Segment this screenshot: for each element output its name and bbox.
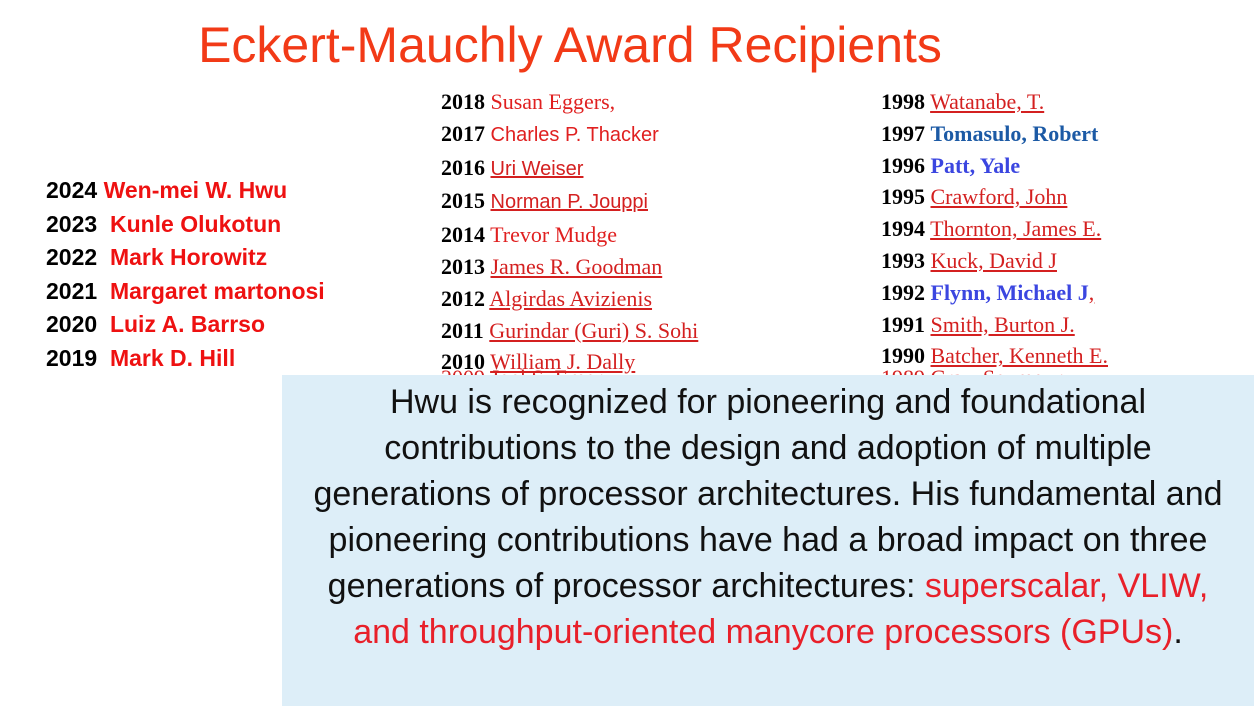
recipient-name: Kunle Olukotun	[109, 210, 282, 237]
year: 2020	[46, 311, 98, 338]
year: 2018	[441, 89, 485, 114]
award-citation-box: Hwu is recognized for pioneering and fou…	[282, 375, 1254, 706]
recipient-suffix: ,	[1088, 279, 1095, 305]
list-item: 1994 Thornton, James E.	[881, 213, 1108, 245]
list-item: 2010 William J. Dally	[441, 346, 698, 378]
recipient-name: Tomasulo, Robert	[930, 120, 1099, 146]
recipient-link[interactable]: Batcher, Kenneth E.	[930, 343, 1109, 369]
recipient-name: Mark Horowitz	[109, 244, 268, 271]
citation-text: Hwu is recognized for pioneering and fou…	[313, 383, 1223, 605]
year: 1994	[881, 216, 925, 242]
list-item: 1991 Smith, Burton J.	[881, 309, 1108, 341]
year: 2011	[441, 317, 484, 343]
list-item: 2015 Norman P. Jouppi	[441, 185, 698, 219]
recipient-name: Trevor Mudge	[490, 222, 618, 248]
list-item: 2013 James R. Goodman	[441, 251, 698, 283]
year: 1990	[881, 343, 925, 369]
recipient-link[interactable]: James R. Goodman	[490, 253, 663, 279]
list-item: 1992 Flynn, Michael J,	[881, 277, 1108, 309]
recipient-link[interactable]: Kuck, David J	[930, 247, 1057, 273]
recipients-list-2010-2018: 2018 Susan Eggers, 2017 Charles P. Thack…	[441, 86, 698, 378]
clipped-entry-left: 2009 Joel S. Emer	[441, 362, 602, 376]
list-item: 2023 Kunle Olukotun	[46, 208, 325, 242]
list-item: 2018 Susan Eggers,	[441, 86, 698, 118]
list-item: 1998 Watanabe, T.	[881, 86, 1108, 118]
recipient-link[interactable]: Watanabe, T.	[930, 89, 1045, 114]
list-item: 2017 Charles P. Thacker	[441, 118, 698, 152]
list-item: 2019 Mark D. Hill	[46, 342, 325, 376]
list-item: 2024 Wen-mei W. Hwu	[46, 174, 325, 208]
page-title: Eckert-Mauchly Award Recipients	[198, 17, 942, 73]
list-item: 1995 Crawford, John	[881, 181, 1108, 213]
year: 2016	[441, 154, 485, 180]
recipient-name: Luiz A. Barrso	[109, 311, 266, 338]
year: 1995	[881, 184, 925, 210]
year: 2024	[46, 177, 98, 203]
year: 2013	[441, 253, 485, 279]
list-item: 1990 Batcher, Kenneth E.	[881, 340, 1108, 372]
recipient-name: Wen-mei W. Hwu	[103, 177, 288, 203]
citation-end: .	[1173, 613, 1183, 651]
recipient-link[interactable]: Thornton, James E.	[930, 216, 1102, 242]
clipped-list-row: 2009 Joel S. Emer 1989 Cray, Seymour	[441, 362, 1181, 376]
recipient-name: Flynn, Michael J	[930, 279, 1089, 305]
year: 1991	[881, 311, 925, 337]
list-item: 2014 Trevor Mudge	[441, 219, 698, 251]
list-item: 2021 Margaret martonosi	[46, 275, 325, 309]
year: 2023	[46, 210, 98, 237]
recipient-name: Susan Eggers,	[490, 89, 616, 114]
year: 2017	[441, 120, 485, 146]
year: 2021	[46, 277, 98, 304]
recipient-link[interactable]: Norman P. Jouppi	[490, 191, 649, 214]
recipients-list-1990-1998: 1998 Watanabe, T. 1997 Tomasulo, Robert …	[881, 86, 1108, 372]
clipped-entry-right: 1989 Cray, Seymour	[881, 362, 1062, 376]
recipient-name: Mark D. Hill	[109, 344, 236, 371]
year: 2010	[441, 349, 485, 375]
year: 1993	[881, 247, 925, 273]
list-item: 2016 Uri Weiser	[441, 152, 698, 186]
recipient-link[interactable]: Gurindar (Guri) S. Sohi	[489, 317, 699, 343]
recipient-name: Margaret martonosi	[109, 277, 325, 304]
list-item: 2022 Mark Horowitz	[46, 241, 325, 275]
year: 1997	[881, 120, 925, 146]
year: 1998	[881, 89, 925, 114]
list-item: 1997 Tomasulo, Robert	[881, 118, 1108, 150]
recipient-link[interactable]: Uri Weiser	[490, 157, 584, 180]
recipient-link[interactable]: Crawford, John	[930, 184, 1068, 210]
year: 2019	[46, 344, 98, 371]
recipient-link[interactable]: Smith, Burton J.	[930, 311, 1075, 337]
list-item: 1993 Kuck, David J	[881, 245, 1108, 277]
recipient-link[interactable]: William J. Dally	[490, 349, 636, 375]
year: 1992	[881, 279, 925, 305]
year: 2015	[441, 188, 485, 214]
year: 2014	[441, 222, 485, 248]
list-item: 2020 Luiz A. Barrso	[46, 308, 325, 342]
recent-recipients-list: 2024 Wen-mei W. Hwu 2023 Kunle Olukotun …	[46, 174, 325, 376]
year: 2012	[441, 285, 485, 311]
list-item: 1996 Patt, Yale	[881, 150, 1108, 182]
recipient-link[interactable]: Algirdas Avizienis	[489, 285, 653, 311]
citation-highlight: superscalar, VLIW, and throughput-orient…	[353, 567, 1209, 651]
year: 1996	[881, 152, 925, 178]
recipient-name: Patt, Yale	[930, 152, 1021, 178]
list-item: 2012 Algirdas Avizienis	[441, 283, 698, 315]
list-item: 2011 Gurindar (Guri) S. Sohi	[441, 315, 698, 347]
year: 2022	[46, 244, 98, 271]
recipient-name: Charles P. Thacker	[490, 123, 659, 146]
